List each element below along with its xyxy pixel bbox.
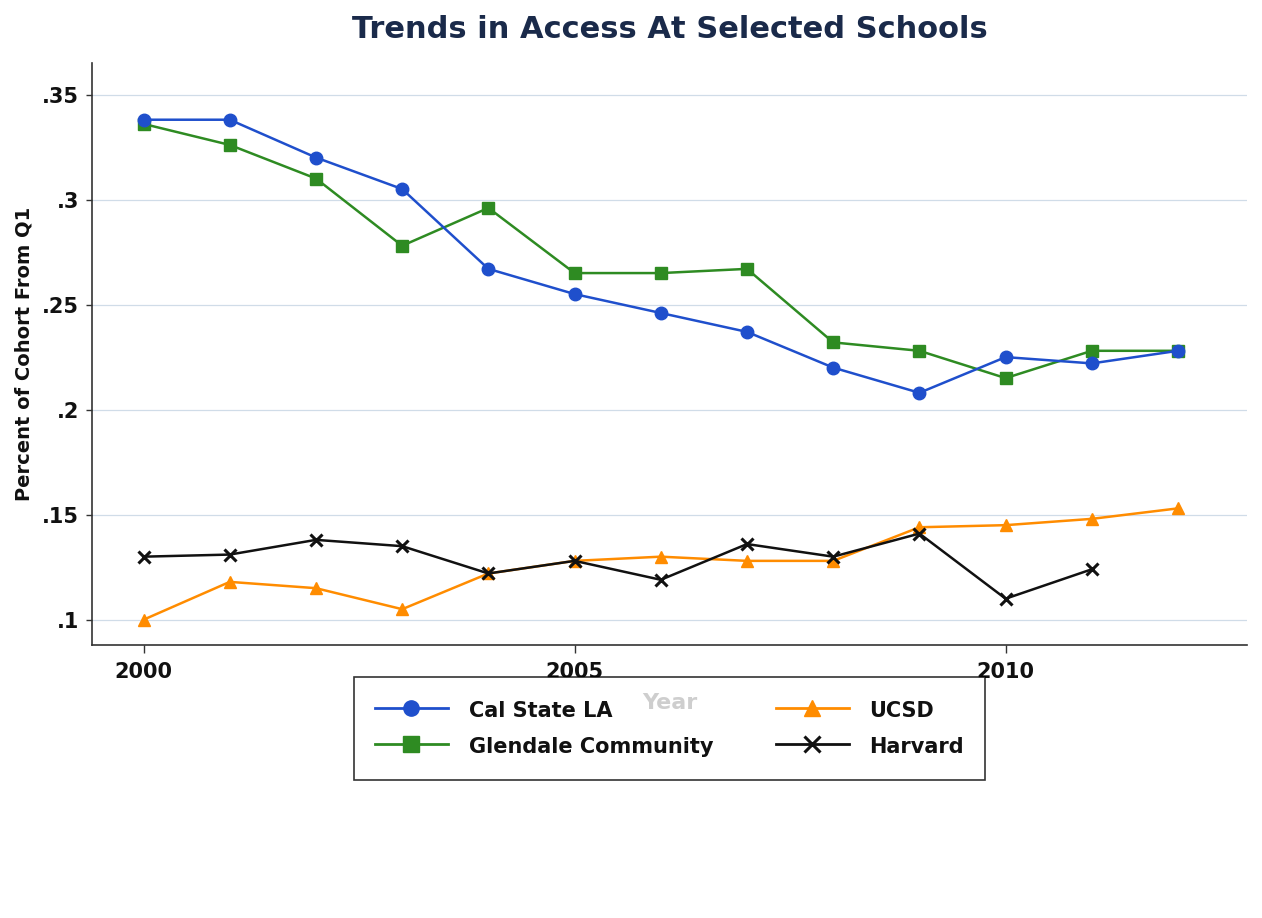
Title: Trends in Access At Selected Schools: Trends in Access At Selected Schools (352, 15, 987, 44)
X-axis label: Year: Year (642, 693, 697, 712)
Y-axis label: Percent of Cohort From Q1: Percent of Cohort From Q1 (15, 207, 34, 501)
Legend: Cal State LA, Glendale Community, UCSD, Harvard: Cal State LA, Glendale Community, UCSD, … (355, 677, 984, 780)
